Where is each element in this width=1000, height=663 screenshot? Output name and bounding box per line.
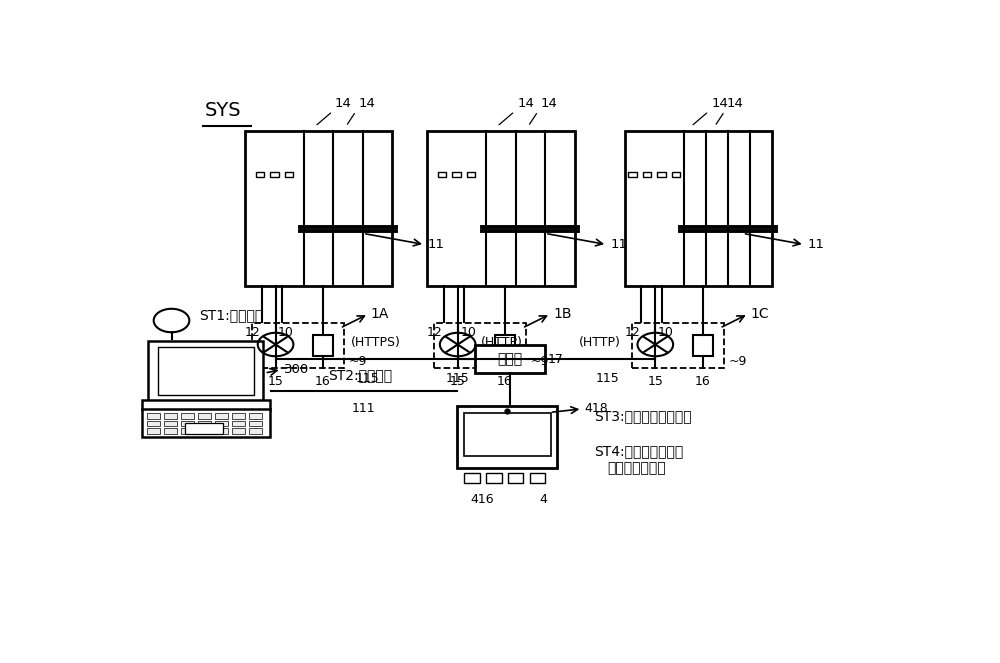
Text: ST3:判定通信协议种类: ST3:判定通信协议种类 (594, 410, 692, 424)
Text: 1B: 1B (553, 307, 572, 321)
Text: (HTTP): (HTTP) (480, 336, 522, 349)
Bar (215, 413, 228, 418)
Text: 300: 300 (284, 363, 309, 376)
Text: 416: 416 (470, 493, 494, 506)
Bar (164, 413, 177, 418)
Bar (452, 172, 461, 177)
Bar (181, 413, 194, 418)
Bar (508, 473, 523, 483)
Bar (215, 428, 228, 434)
Text: ST1:创建画面: ST1:创建画面 (199, 308, 263, 322)
Text: 115: 115 (596, 372, 620, 385)
Bar (249, 413, 262, 418)
Text: 17: 17 (547, 353, 563, 365)
Text: 1A: 1A (371, 307, 389, 321)
Bar (232, 428, 245, 434)
Bar (628, 172, 637, 177)
Bar (657, 172, 666, 177)
Text: 14: 14 (335, 97, 352, 109)
Bar (438, 172, 446, 177)
Bar (464, 473, 480, 483)
Text: 115: 115 (446, 372, 470, 385)
Bar (147, 420, 160, 426)
Text: ~9: ~9 (728, 355, 747, 369)
Text: (HTTP): (HTTP) (579, 336, 621, 349)
Bar (198, 413, 211, 418)
Bar (434, 323, 526, 368)
Bar (198, 420, 211, 426)
Bar (475, 345, 545, 373)
Text: ST4:基于协议的种类: ST4:基于协议的种类 (594, 444, 683, 458)
Text: 11: 11 (428, 238, 445, 251)
Text: ST2:传送画面: ST2:传送画面 (328, 368, 392, 382)
Text: 16: 16 (695, 375, 710, 388)
Bar (181, 420, 194, 426)
Text: 14: 14 (711, 97, 728, 109)
Bar (148, 341, 263, 401)
Text: ~9: ~9 (348, 355, 367, 369)
Text: 14: 14 (727, 97, 744, 109)
Text: (HTTPS): (HTTPS) (350, 336, 400, 349)
Bar (632, 323, 724, 368)
Text: 15: 15 (450, 375, 466, 388)
Bar (245, 131, 392, 286)
Bar (164, 420, 177, 426)
Bar (147, 413, 160, 418)
Text: 10: 10 (278, 326, 294, 339)
Bar (249, 420, 262, 426)
Bar (232, 420, 245, 426)
Bar (142, 409, 270, 437)
Text: 4: 4 (540, 493, 547, 506)
Bar (249, 428, 262, 434)
Text: 418: 418 (585, 402, 608, 415)
Text: 11: 11 (808, 238, 825, 251)
Text: 11: 11 (610, 238, 627, 251)
Bar (313, 335, 333, 356)
Bar (256, 172, 264, 177)
Text: 14: 14 (358, 97, 375, 109)
Bar (457, 406, 557, 467)
Bar (467, 172, 475, 177)
Text: 111: 111 (352, 402, 376, 415)
Bar (285, 172, 293, 177)
Text: ~9: ~9 (531, 355, 549, 369)
Bar (530, 473, 545, 483)
Bar (147, 428, 160, 434)
Text: 14: 14 (517, 97, 534, 109)
Text: 10: 10 (658, 326, 674, 339)
Bar (270, 172, 279, 177)
Bar (164, 428, 177, 434)
Text: 显示画面的对象: 显示画面的对象 (607, 461, 666, 475)
Text: 中继器: 中继器 (498, 352, 523, 366)
Text: SYS: SYS (205, 101, 241, 120)
Bar (464, 414, 551, 456)
Text: 15: 15 (268, 375, 284, 388)
Text: 12: 12 (244, 326, 260, 339)
Text: 1C: 1C (751, 307, 769, 321)
Bar (427, 131, 574, 286)
Text: 15: 15 (647, 375, 663, 388)
Bar (181, 428, 194, 434)
Text: 10: 10 (460, 326, 476, 339)
Text: 12: 12 (427, 326, 442, 339)
Bar (625, 131, 772, 286)
Bar (252, 323, 344, 368)
Bar (215, 420, 228, 426)
Bar (495, 335, 515, 356)
Bar (142, 400, 270, 410)
Bar (643, 172, 651, 177)
Text: 12: 12 (624, 326, 640, 339)
Bar (158, 347, 254, 394)
Bar (232, 413, 245, 418)
Text: 115: 115 (356, 372, 380, 385)
Text: 16: 16 (315, 375, 331, 388)
Bar (185, 423, 223, 434)
Bar (693, 335, 713, 356)
Bar (198, 428, 211, 434)
Bar (672, 172, 680, 177)
Text: 14: 14 (540, 97, 557, 109)
Bar (486, 473, 502, 483)
Text: 16: 16 (497, 375, 513, 388)
